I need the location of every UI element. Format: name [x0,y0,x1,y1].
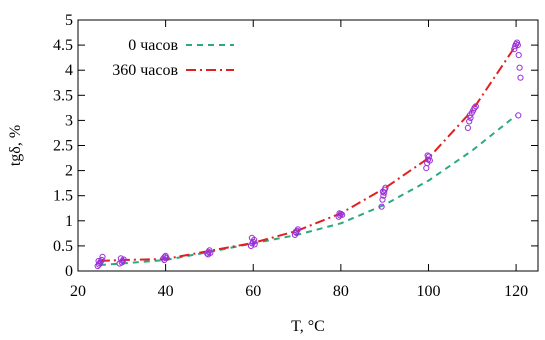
data-point [424,152,431,159]
series-line-1 [99,114,517,266]
data-point [378,203,385,210]
y-tick-label: 1 [65,213,73,230]
data-point [205,251,212,258]
data-point [380,192,387,199]
data-point [515,112,522,119]
data-point [426,157,433,164]
legend: 0 часов 360 часов [112,37,234,79]
x-tick-label: 120 [504,283,528,300]
x-tick-label: 40 [158,283,174,300]
y-tick-label: 0 [65,263,73,280]
data-point [251,241,258,248]
data-point [379,196,386,203]
data-point [517,74,524,81]
data-point [99,253,106,260]
data-point [379,188,386,195]
y-tick-label: 4 [65,62,73,79]
y-tick-label: 5 [65,12,73,29]
scatter-points [94,39,524,270]
data-point [466,112,473,119]
x-tick-label: 100 [416,283,440,300]
y-tick-label: 2.5 [53,138,73,155]
plot-frame [77,19,539,272]
legend-label-1: 0 часов [128,37,178,54]
y-tick-label: 1.5 [53,188,73,205]
data-point [515,52,522,59]
x-tick-label: 80 [333,283,349,300]
data-point [471,104,478,111]
y-axis-title: tgδ, % [7,125,24,166]
y-tick-label: 4.5 [53,37,73,54]
series-line-2 [99,44,517,262]
data-point [292,228,299,235]
data-point [466,118,473,125]
y-tick-label: 2 [65,163,73,180]
data-point [161,256,168,264]
data-point [425,153,432,160]
legend-label-2: 360 часов [112,62,178,79]
data-point [514,42,521,49]
data-point [95,257,102,265]
x-tick-label: 60 [245,283,261,300]
data-point [472,103,479,110]
data-point [516,64,523,71]
data-point [248,234,255,241]
x-tick-label: 20 [70,283,86,300]
data-point [336,210,343,217]
x-axis: 20 40 60 80 100 120 [70,20,528,300]
data-point [98,256,105,264]
data-point [117,255,125,262]
y-axis: 0 0.5 1 1.5 2 2.5 3 3.5 4 4.5 5 [53,12,538,280]
y-tick-label: 3 [65,112,73,129]
y-tick-label: 0.5 [53,238,73,255]
y-tick-label: 3.5 [53,87,73,104]
data-point [464,124,471,132]
data-point [423,165,430,172]
x-axis-title: T, °C [291,318,325,335]
